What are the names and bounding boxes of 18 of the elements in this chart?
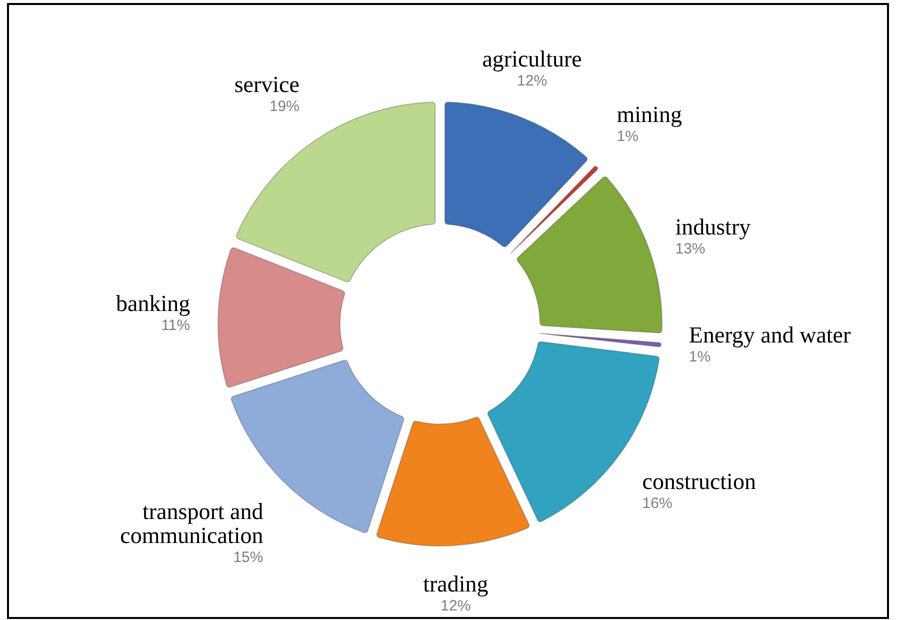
slice-label: mining [616,102,682,128]
data-label: 16% [642,494,672,512]
data-label: 1% [616,128,638,146]
data-label: 11% [161,317,190,334]
data-label: 12% [440,598,471,615]
data-label: 12% [517,72,548,90]
slice-label: construction [642,468,756,494]
data-label: 19% [269,98,300,116]
data-label: 15% [233,548,264,566]
slice-label: trading [423,572,489,597]
data-label: 1% [688,348,711,366]
slice-label: industry [675,214,752,240]
slice-label: agriculture [482,46,582,72]
data-label: 13% [675,240,706,258]
slice-label: service [234,72,300,98]
slice-label: banking [116,291,191,316]
slice-label: Energy and water [688,322,852,348]
slice-label: transport and communication [120,498,264,548]
